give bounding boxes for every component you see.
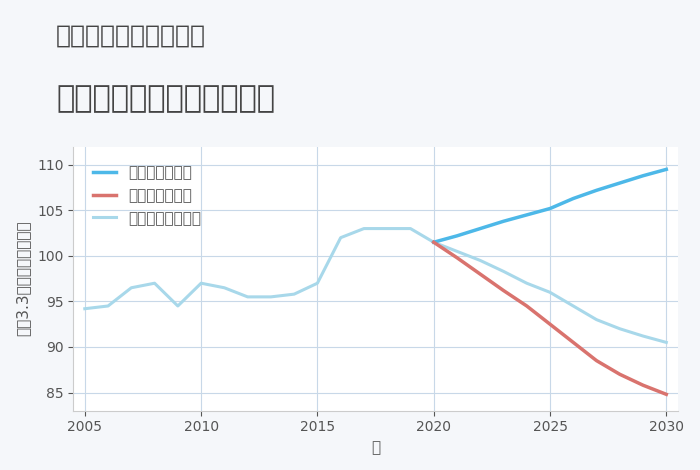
バッドシナリオ [639,383,648,388]
バッドシナリオ [453,255,461,260]
ノーマルシナリオ [197,281,205,286]
バッドシナリオ [546,321,554,327]
バッドシナリオ [499,288,508,293]
グッドシナリオ [569,196,577,201]
ノーマルシナリオ [244,294,252,300]
Line: グッドシナリオ: グッドシナリオ [434,169,666,242]
バッドシナリオ [662,392,671,397]
グッドシナリオ [453,233,461,239]
ノーマルシナリオ [127,285,136,290]
ノーマルシナリオ [80,306,89,312]
グッドシナリオ [522,212,531,218]
ノーマルシナリオ [406,226,414,231]
ノーマルシナリオ [174,303,182,309]
ノーマルシナリオ [150,281,159,286]
バッドシナリオ [476,271,484,277]
Y-axis label: 坪（3.3㎡）単価（万円）: 坪（3.3㎡）単価（万円） [15,221,30,337]
ノーマルシナリオ [430,239,438,245]
バッドシナリオ [592,358,601,363]
ノーマルシナリオ [220,285,229,290]
ノーマルシナリオ [337,235,345,241]
Line: バッドシナリオ: バッドシナリオ [434,242,666,394]
Legend: グッドシナリオ, バッドシナリオ, ノーマルシナリオ: グッドシナリオ, バッドシナリオ, ノーマルシナリオ [87,159,207,232]
Text: 岐阜県恵那市明智町の: 岐阜県恵那市明智町の [56,24,206,47]
ノーマルシナリオ [383,226,391,231]
グッドシナリオ [499,219,508,224]
グッドシナリオ [615,180,624,186]
グッドシナリオ [639,173,648,179]
バッドシナリオ [522,303,531,309]
X-axis label: 年: 年 [371,440,380,455]
グッドシナリオ [430,239,438,245]
ノーマルシナリオ [267,294,275,300]
グッドシナリオ [546,206,554,212]
バッドシナリオ [430,239,438,245]
グッドシナリオ [592,188,601,193]
ノーマルシナリオ [313,281,321,286]
ノーマルシナリオ [104,303,112,309]
ノーマルシナリオ [360,226,368,231]
Line: ノーマルシナリオ: ノーマルシナリオ [85,228,434,309]
バッドシナリオ [569,340,577,345]
グッドシナリオ [476,226,484,231]
バッドシナリオ [615,371,624,377]
グッドシナリオ [662,166,671,172]
Text: 中古マンションの価格推移: 中古マンションの価格推移 [56,85,275,114]
ノーマルシナリオ [290,291,298,297]
